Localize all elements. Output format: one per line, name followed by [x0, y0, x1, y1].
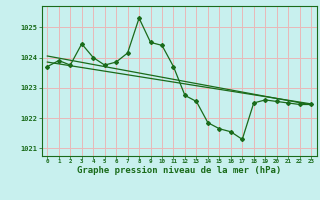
X-axis label: Graphe pression niveau de la mer (hPa): Graphe pression niveau de la mer (hPa) — [77, 166, 281, 175]
